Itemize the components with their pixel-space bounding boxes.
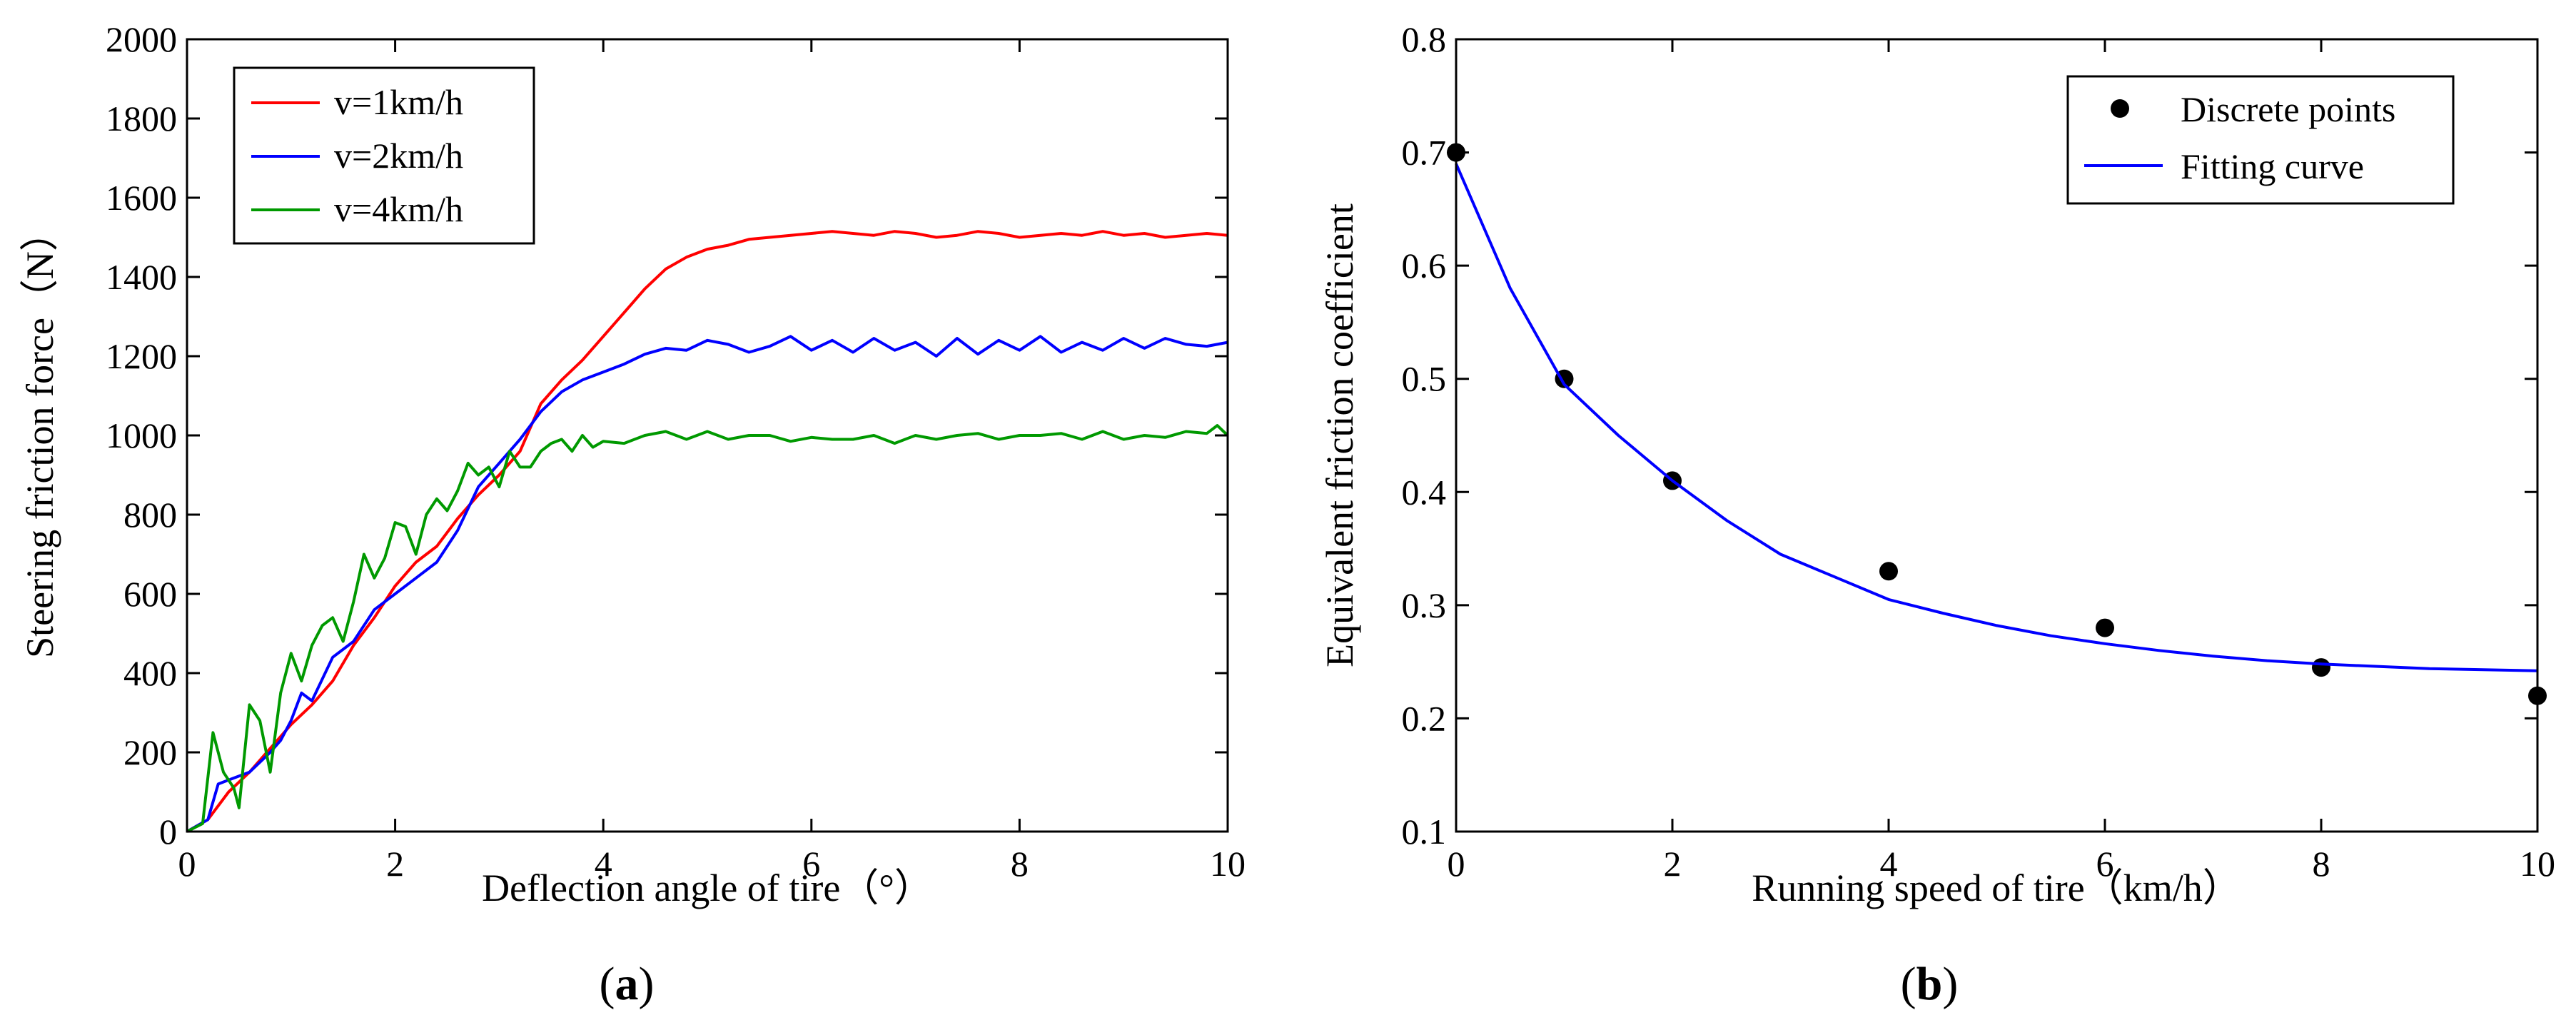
chart-b-y-axis-label: Equivalent friction coefficient [1318,203,1361,667]
chart-a-series [186,230,1229,833]
legend-label-discrete-points: Discrete points [2181,89,2395,129]
panel-b-caption-close: ) [1942,958,1958,1010]
panel-b-caption-open: ( [1901,958,1916,1010]
x-tick-label: 8 [2313,844,2330,884]
x-tick-label: 4 [1880,844,1898,884]
x-tick-label: 2 [386,844,404,884]
y-tick-label: 1600 [106,178,177,218]
x-tick-label: 10 [2520,844,2555,884]
series-line-v-4km-h [186,424,1229,833]
y-tick-label: 200 [123,732,177,772]
legend-marker-discrete-points [2111,99,2129,118]
chart-panel-b: 0 2 4 6 8 10 0.1 0.2 0.3 0.4 0.5 0.6 0.7 0.8 Running … [1318,19,2555,1010]
x-tick-label: 4 [595,844,612,884]
y-tick-label: 1000 [106,415,177,455]
chart-b-x-axis-label: Running speed of tire（km/h） [1752,867,2241,909]
x-tick-label: 6 [802,844,820,884]
panel-b-caption: (b) [1901,958,1959,1010]
panel-a-caption: (a) [600,958,655,1010]
series-line-fitting-curve [1455,163,2538,672]
panel-a-caption-label: a [615,958,639,1010]
legend-label-v1: v=1km/h [334,82,463,122]
chart-b-plot-frame [1455,38,2539,833]
y-tick-label: 600 [123,574,177,614]
y-tick-label: 2000 [106,19,177,59]
data-point-discrete-points-4 [2096,618,2114,637]
y-tick-label: 0.6 [1402,246,1447,286]
chart-a-legend: v=1km/h v=2km/h v=4km/h [233,66,535,245]
panel-a-caption-close: ) [639,958,655,1010]
data-point-discrete-points-3 [1879,562,1898,581]
chart-a-ticks: 0 2 4 6 8 10 0 200 400 600 800 1000 1200 1400 1600 1800… [106,19,1246,884]
y-tick-label: 0.8 [1402,19,1447,59]
y-tick-label: 0.7 [1402,133,1447,173]
y-tick-label: 1400 [106,257,177,297]
data-point-discrete-points-5 [2312,658,2330,677]
y-tick-label: 1200 [106,336,177,376]
chart-a-x-axis-label: Deflection angle of tire（°） [482,867,933,909]
chart-b-series [1447,143,2547,705]
y-tick-label: 0.4 [1402,472,1447,512]
x-tick-label: 0 [1448,844,1465,884]
chart-b-legend: Discrete points Fitting curve [2066,75,2455,205]
panel-a-caption-open: ( [600,958,615,1010]
y-tick-label: 0.2 [1402,698,1447,738]
chart-b-legend-box [2066,75,2455,205]
y-tick-label: 800 [123,495,177,535]
y-tick-label: 400 [123,653,177,693]
chart-panel-a: 0 2 4 6 8 10 0 200 400 600 800 1000 1200 1400 1600 1800… [19,19,1246,1010]
legend-label-fitting-curve: Fitting curve [2181,146,2364,186]
x-tick-label: 2 [1664,844,1682,884]
y-tick-label: 0.3 [1402,585,1447,625]
y-tick-label: 0.1 [1402,812,1447,852]
legend-label-v2: v=2km/h [334,136,463,176]
legend-label-v4: v=4km/h [334,189,463,229]
y-tick-label: 1800 [106,99,177,138]
chart-b-ticks: 0 2 4 6 8 10 0.1 0.2 0.3 0.4 0.5 0.6 0.7 0.8 [1402,19,2556,884]
x-tick-label: 8 [1011,844,1029,884]
y-tick-label: 0 [159,812,177,852]
x-tick-label: 10 [1210,844,1246,884]
series-line-v-1km-h [186,230,1228,833]
x-tick-label: 6 [2096,844,2114,884]
y-tick-label: 0.5 [1402,359,1447,399]
panel-b-caption-label: b [1916,958,1943,1010]
chart-a-y-axis-label: Steering friction force（N） [19,213,61,658]
x-tick-label: 0 [178,844,196,884]
series-line-v-2km-h [186,335,1228,833]
